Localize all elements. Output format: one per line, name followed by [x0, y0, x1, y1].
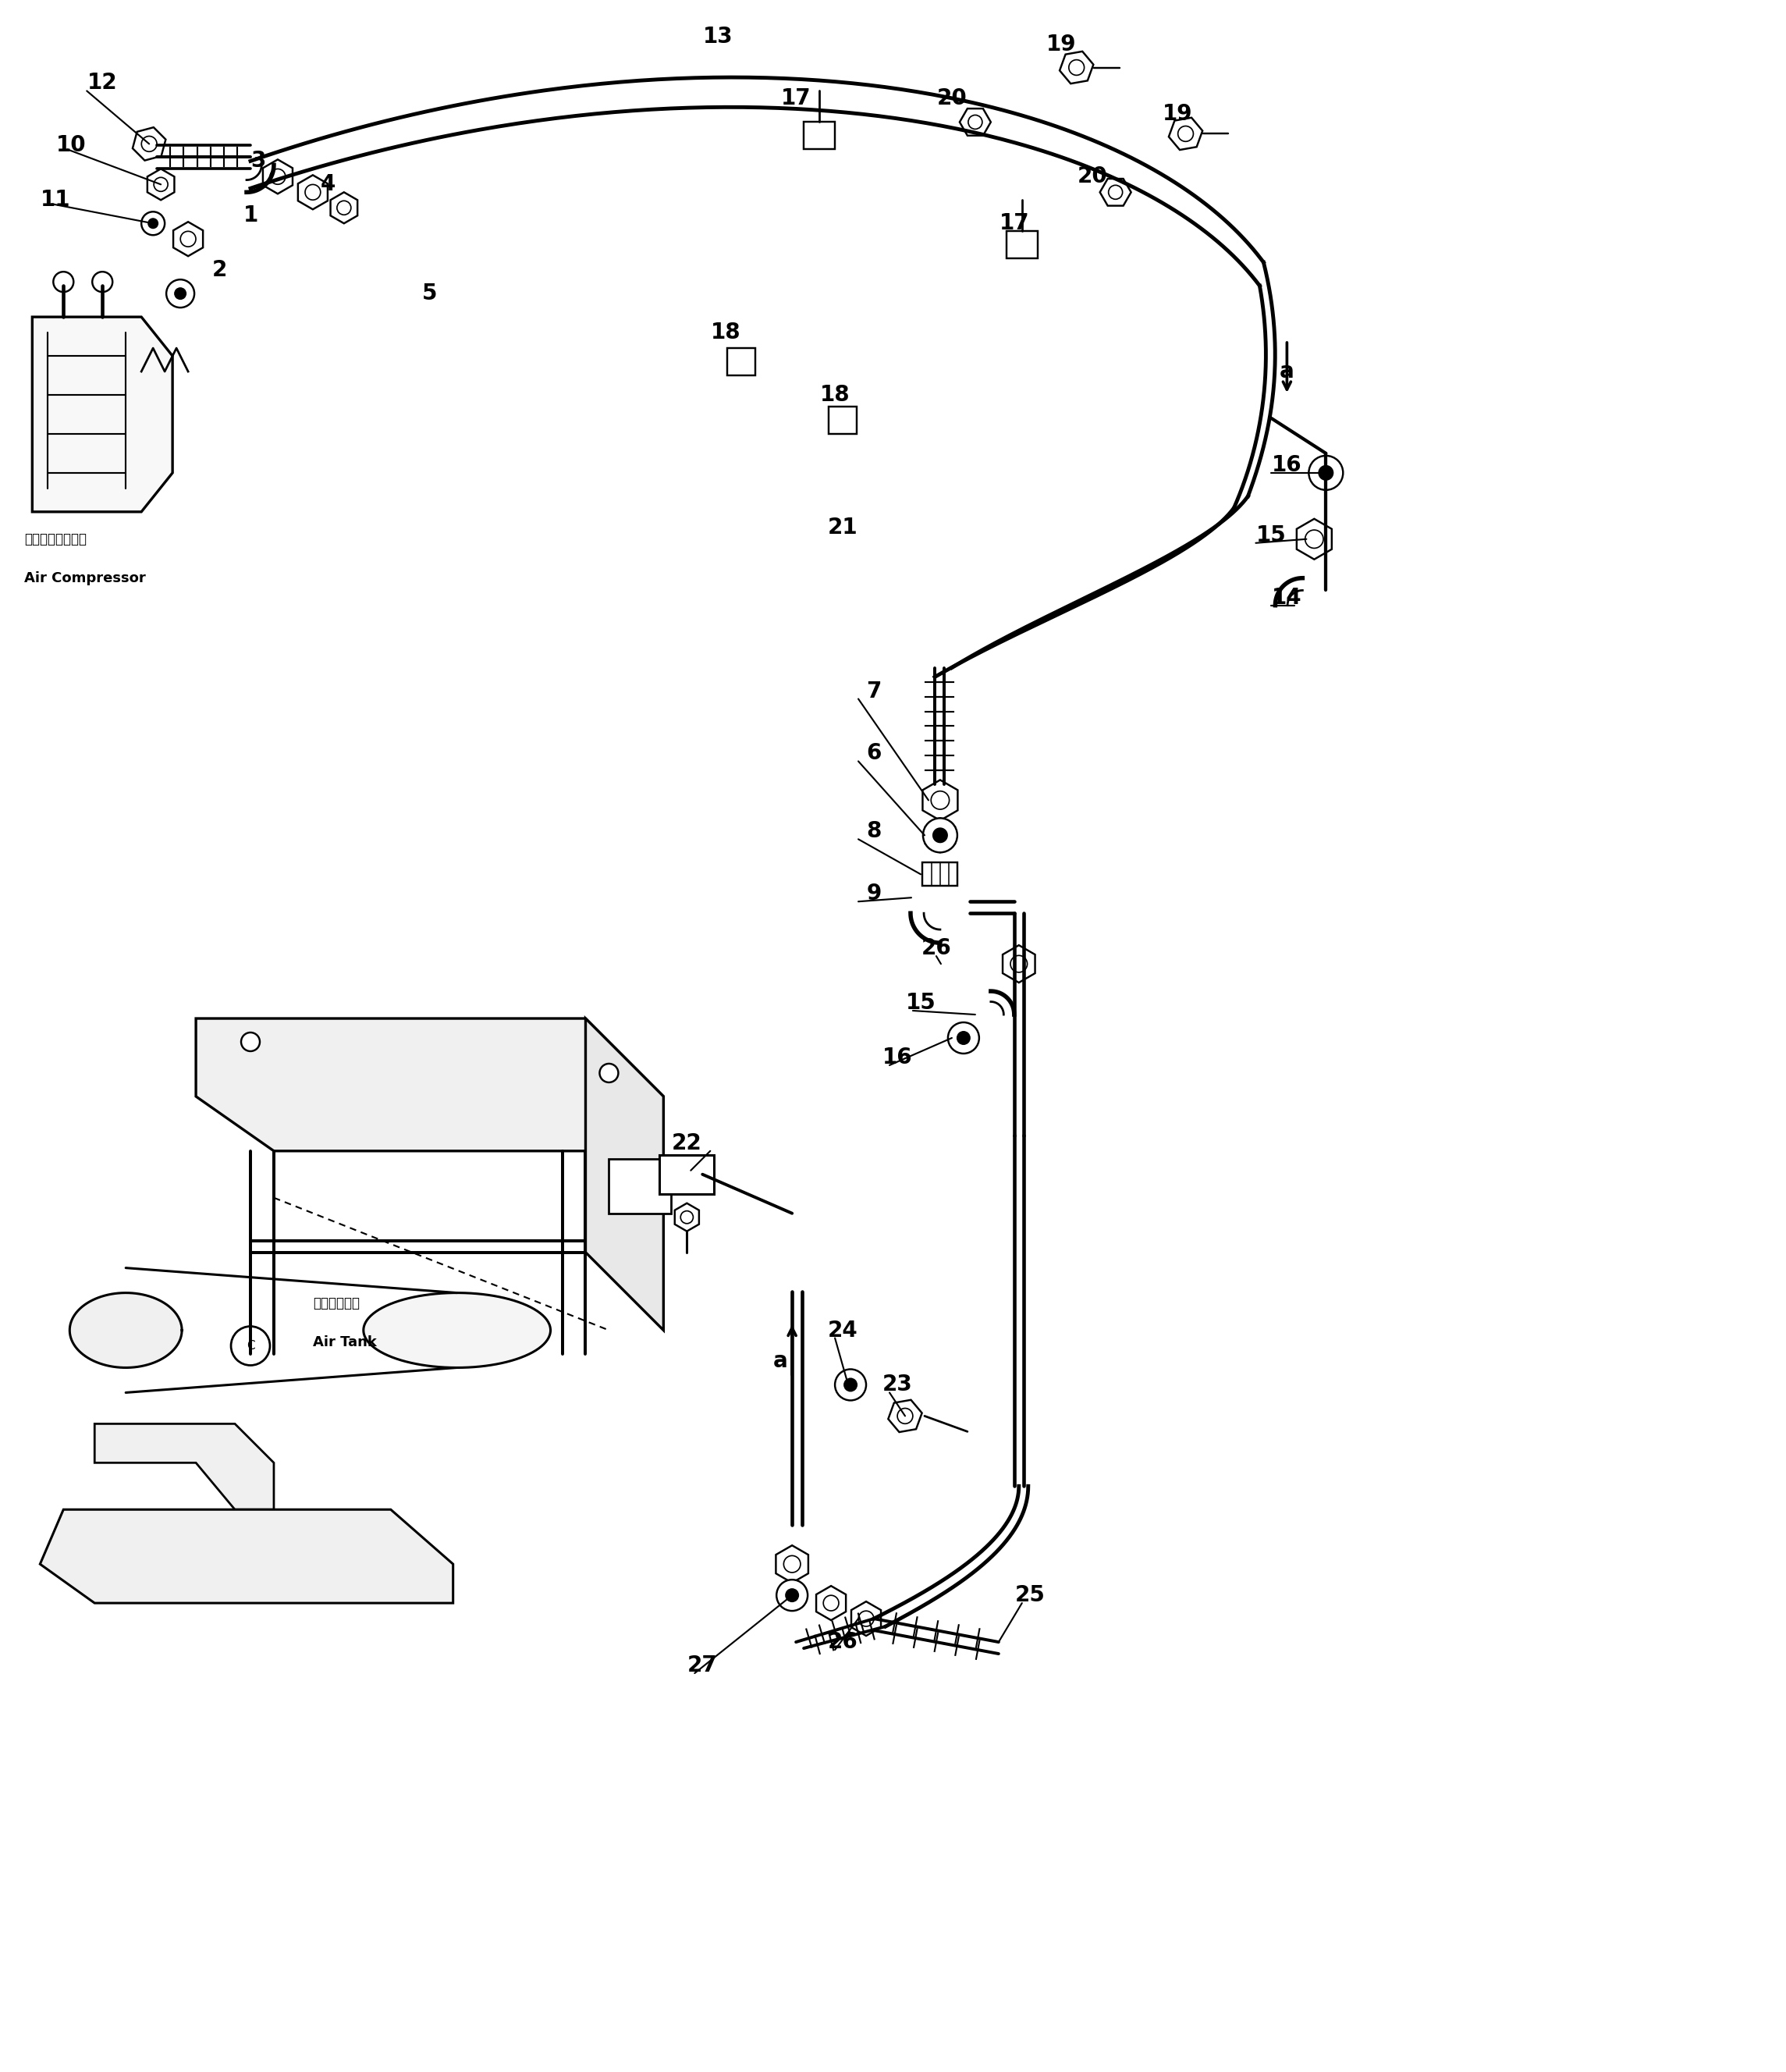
- Text: C: C: [246, 1341, 255, 1351]
- Polygon shape: [298, 174, 327, 209]
- Text: 19: 19: [1163, 104, 1193, 124]
- Polygon shape: [330, 193, 357, 224]
- Polygon shape: [852, 1602, 880, 1635]
- Text: 5: 5: [421, 282, 438, 305]
- Polygon shape: [39, 1510, 454, 1604]
- Bar: [727, 348, 755, 375]
- Text: Air Tank: Air Tank: [313, 1334, 377, 1349]
- Text: 4: 4: [321, 174, 336, 195]
- Polygon shape: [959, 108, 991, 135]
- Polygon shape: [95, 1423, 273, 1510]
- Polygon shape: [132, 126, 166, 160]
- Circle shape: [786, 1589, 798, 1602]
- Text: エアータンク: エアータンク: [313, 1295, 359, 1310]
- Bar: [829, 406, 857, 433]
- Polygon shape: [925, 818, 956, 852]
- Polygon shape: [1059, 52, 1093, 83]
- Text: 21: 21: [827, 516, 857, 539]
- Polygon shape: [173, 222, 204, 257]
- Circle shape: [93, 271, 113, 292]
- Polygon shape: [70, 1293, 182, 1368]
- Text: 14: 14: [1272, 586, 1302, 609]
- Text: 13: 13: [704, 25, 732, 48]
- Text: 20: 20: [936, 87, 966, 110]
- Circle shape: [148, 218, 159, 228]
- Circle shape: [843, 1378, 857, 1392]
- Text: 25: 25: [1014, 1585, 1045, 1606]
- Polygon shape: [1002, 945, 1036, 982]
- Text: 17: 17: [780, 87, 811, 110]
- Text: 22: 22: [672, 1131, 702, 1154]
- Circle shape: [932, 827, 948, 843]
- Text: 15: 15: [1256, 524, 1286, 547]
- Bar: [1006, 232, 1038, 259]
- Text: 26: 26: [827, 1631, 857, 1653]
- Text: エアコンプレッサ: エアコンプレッサ: [25, 533, 88, 547]
- Bar: [659, 1154, 714, 1193]
- Polygon shape: [1100, 178, 1131, 205]
- Text: a: a: [773, 1351, 788, 1372]
- Text: 2: 2: [213, 259, 227, 282]
- Bar: [923, 862, 957, 887]
- Polygon shape: [1168, 118, 1202, 149]
- Circle shape: [1309, 456, 1343, 489]
- Text: 16: 16: [882, 1046, 913, 1069]
- Text: 20: 20: [1077, 166, 1107, 189]
- Circle shape: [1318, 464, 1334, 481]
- Polygon shape: [1297, 518, 1332, 559]
- Circle shape: [141, 211, 164, 234]
- Text: 27: 27: [688, 1656, 718, 1676]
- Text: 24: 24: [827, 1320, 857, 1341]
- Circle shape: [600, 1063, 618, 1082]
- Circle shape: [173, 288, 186, 300]
- Text: 9: 9: [866, 883, 882, 905]
- Text: 7: 7: [866, 680, 882, 702]
- Text: 16: 16: [1272, 454, 1302, 477]
- Text: 1: 1: [243, 205, 257, 226]
- Circle shape: [777, 1579, 807, 1610]
- Circle shape: [54, 271, 73, 292]
- Circle shape: [923, 818, 957, 852]
- Text: 15: 15: [906, 992, 936, 1013]
- Text: 6: 6: [866, 742, 882, 765]
- Circle shape: [948, 1021, 979, 1053]
- Polygon shape: [675, 1204, 698, 1231]
- Text: 8: 8: [866, 821, 882, 843]
- Text: 3: 3: [250, 149, 266, 172]
- Text: 26: 26: [922, 937, 952, 959]
- Polygon shape: [923, 779, 957, 821]
- Circle shape: [957, 1032, 970, 1044]
- Polygon shape: [263, 160, 293, 195]
- Polygon shape: [196, 1019, 663, 1150]
- Bar: [804, 122, 834, 149]
- Text: 11: 11: [41, 189, 71, 211]
- Polygon shape: [586, 1019, 663, 1330]
- Text: 18: 18: [820, 383, 850, 406]
- Polygon shape: [146, 168, 175, 201]
- Polygon shape: [888, 1401, 922, 1432]
- Text: 19: 19: [1047, 33, 1075, 56]
- Polygon shape: [364, 1293, 550, 1368]
- Circle shape: [166, 280, 195, 307]
- Circle shape: [834, 1370, 866, 1401]
- Circle shape: [241, 1032, 259, 1051]
- Text: Air Compressor: Air Compressor: [25, 572, 146, 584]
- Text: 12: 12: [88, 73, 118, 93]
- Polygon shape: [775, 1546, 809, 1583]
- Text: 18: 18: [711, 321, 741, 344]
- Polygon shape: [32, 317, 173, 512]
- Polygon shape: [816, 1585, 847, 1620]
- Text: 23: 23: [882, 1374, 913, 1397]
- Text: 17: 17: [998, 213, 1029, 234]
- Text: 10: 10: [55, 135, 86, 155]
- Text: a: a: [1279, 361, 1295, 383]
- Bar: [609, 1158, 672, 1214]
